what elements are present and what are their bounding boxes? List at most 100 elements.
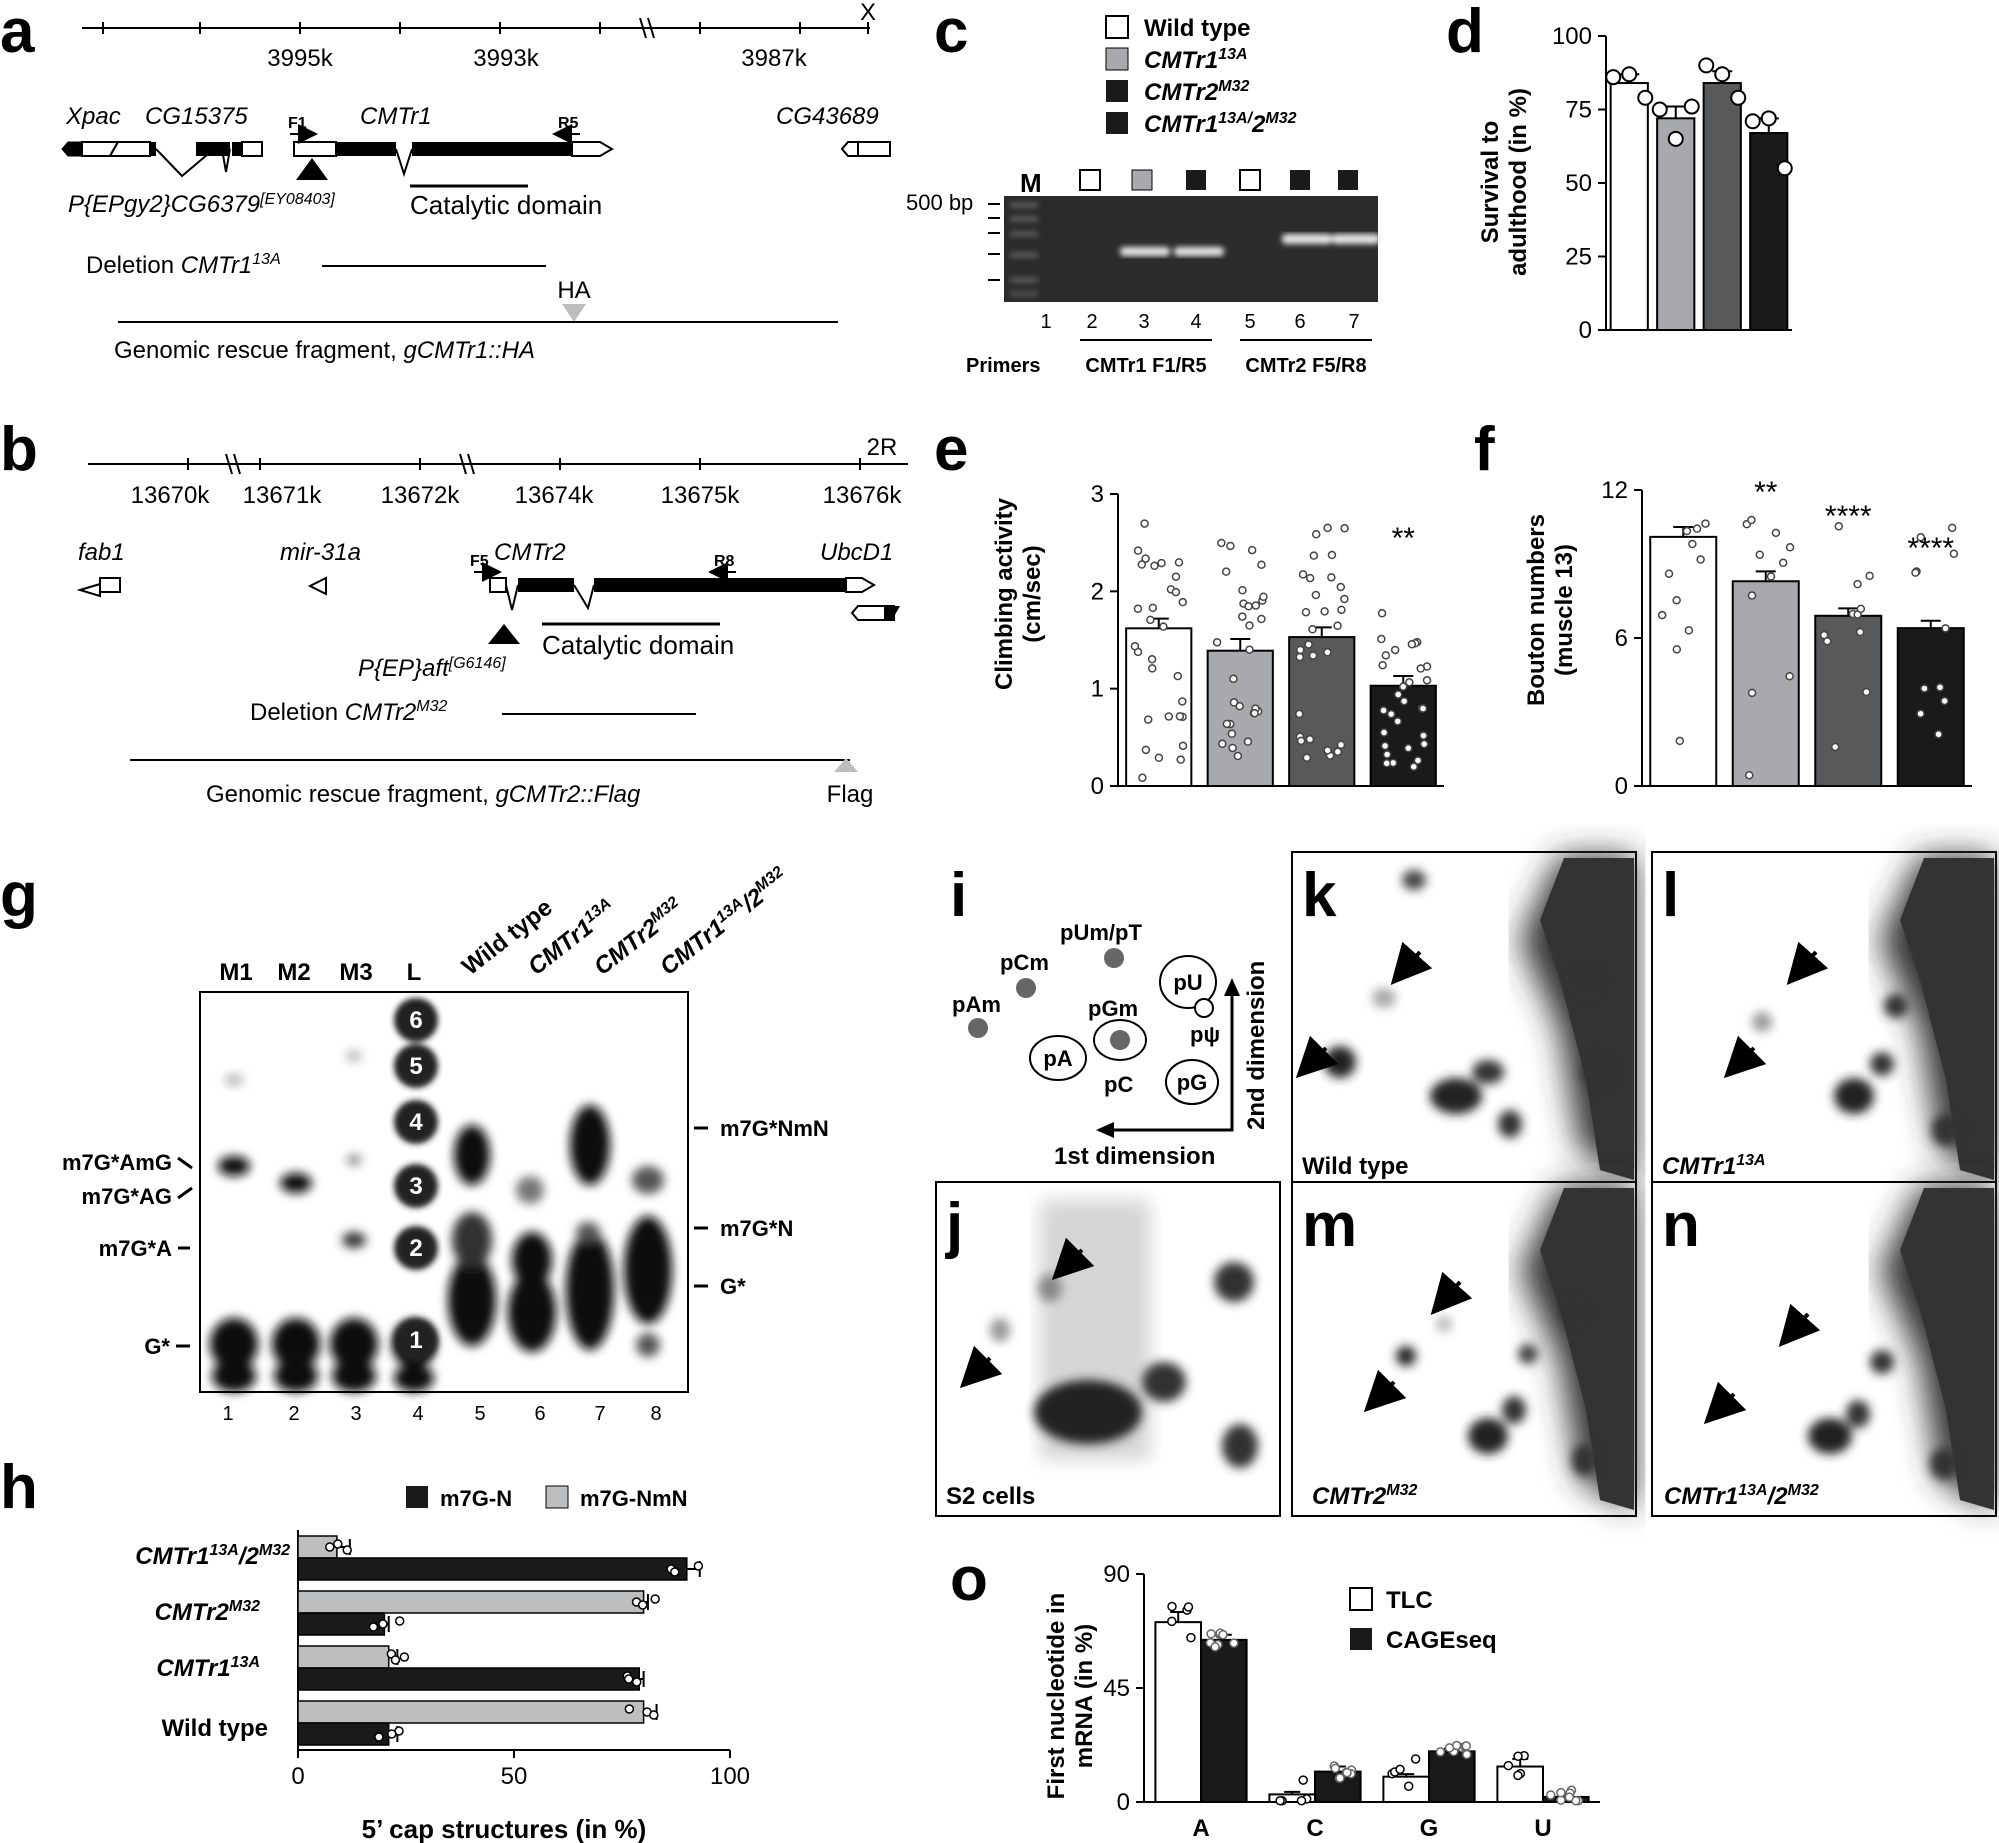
y-tick-label: 0 (1117, 1789, 1130, 1816)
genotype-legend: Wild type CMTr113A CMTr2M32 CMTr113A/2M3… (1105, 15, 1297, 138)
tlc-label-j: S2 cells (946, 1483, 1035, 1510)
data-point (1637, 89, 1654, 106)
tlc-label-l: CMTr113A (1662, 1152, 1766, 1180)
ladder-3: 3 (409, 1173, 422, 1200)
h-cat-cmtr2: CMTr2M32 (155, 1598, 260, 1626)
spot-pum: pUm/pT (1060, 920, 1142, 945)
data-point (670, 1567, 680, 1577)
data-point (342, 1545, 352, 1555)
bar (1609, 82, 1649, 332)
g-lane-6: 6 (534, 1403, 545, 1425)
g-left-m7g-ag: m7G*AG (82, 1184, 172, 1209)
data-point (1337, 605, 1346, 615)
data-point (1556, 1787, 1566, 1798)
x-tick-label: 50 (501, 1763, 528, 1790)
data-point (1444, 1743, 1455, 1753)
lane-5: 5 (1244, 311, 1255, 333)
g-right-m7g-nmn: m7G*NmN (720, 1116, 829, 1141)
data-point (1233, 751, 1243, 761)
panel-label-g: g (0, 861, 38, 930)
data-point (394, 1616, 405, 1626)
data-point (1171, 572, 1181, 581)
data-point (1393, 690, 1403, 699)
h-legend-swatch-2 (545, 1485, 569, 1509)
panel-label-j: j (945, 1191, 963, 1260)
data-point (1672, 595, 1681, 605)
data-point (1696, 555, 1705, 564)
data-point (1935, 683, 1945, 692)
axis-1st-dimension: 1st dimension (1054, 1143, 1215, 1170)
panel-label-i: i (950, 861, 967, 930)
bar (1200, 1638, 1248, 1804)
h-xlabel: 5’ cap structures (in %) (362, 1814, 647, 1843)
tick-label-3987k: 3987k (741, 45, 807, 72)
data-point (1947, 523, 1957, 533)
data-point (1667, 130, 1684, 147)
data-point (1340, 594, 1349, 604)
legend-cmtr1: CMTr113A (1144, 46, 1248, 74)
legend-double: CMTr113A/2M32 (1144, 110, 1297, 138)
data-point (1218, 1629, 1228, 1640)
data-point (1744, 113, 1761, 130)
panel-h: h m7G-N m7G-NmN CMTr113A/2M32 CMTr2M32 C… (0, 1453, 750, 1843)
ladder-4: 4 (409, 1109, 423, 1136)
data-point (390, 1655, 401, 1665)
panel-o: o First nucleotide in mRNA (in %) TLC CA… (950, 1545, 1600, 1842)
data-point (1178, 741, 1188, 751)
lane-1: 1 (1040, 311, 1051, 333)
lane-4: 4 (1190, 311, 1201, 333)
spot-pa: pA (1043, 1046, 1072, 1071)
lane-3: 3 (1138, 311, 1149, 333)
data-point (1382, 750, 1392, 759)
data-point (1853, 579, 1862, 589)
data-point (1157, 558, 1166, 568)
data-point (1175, 712, 1185, 721)
data-point (1856, 604, 1866, 614)
y-tick-label: 0 (1091, 773, 1104, 800)
data-point (1217, 538, 1226, 548)
primer-r8: R8 (714, 553, 735, 570)
primer-r5: R5 (558, 115, 579, 132)
data-point (1342, 1767, 1352, 1778)
data-point (1154, 753, 1164, 763)
data-point (1245, 645, 1254, 654)
data-point (1141, 745, 1151, 755)
gene-cg15375: CG15375 (145, 103, 248, 130)
h-cat-wildtype: Wild type (162, 1715, 268, 1742)
g-col-double: CMTr113A/2M32 (654, 863, 793, 980)
deletion-a: Deletion CMTr113A (86, 251, 281, 279)
data-point (1305, 735, 1315, 744)
data-point (1503, 1760, 1514, 1771)
bar (297, 1557, 688, 1581)
data-point (1210, 1642, 1220, 1652)
data-point (1186, 1632, 1196, 1643)
x-tick-label: 0 (291, 1763, 304, 1790)
panel-label-d: d (1446, 0, 1484, 66)
g-lane-1: 1 (222, 1403, 233, 1425)
o-ylabel-1: First nucleotide in (1043, 1593, 1070, 1800)
spot-pu: pU (1173, 970, 1202, 995)
data-point (1146, 615, 1155, 625)
data-point (1730, 89, 1747, 106)
tick-13676k: 13676k (823, 482, 903, 509)
data-point (1916, 533, 1926, 542)
data-point (1327, 573, 1336, 582)
tick-13674k: 13674k (515, 482, 595, 509)
data-point (1308, 625, 1317, 634)
data-point (1378, 660, 1387, 670)
data-point (1238, 585, 1247, 595)
data-point (1682, 526, 1692, 536)
g-left-m7g-a: m7G*A (99, 1236, 172, 1261)
panel-i: i pUm/pT pU pCm pAm pGm pA pC pG pψ 2nd … (950, 861, 1270, 1170)
bar (1428, 1750, 1476, 1804)
data-point (1295, 652, 1304, 662)
data-point (1130, 641, 1140, 651)
data-point (1379, 706, 1388, 715)
panel-g: g M1 M2 M3 L Wild type CMTr113A CMTr2M32… (0, 861, 829, 1425)
data-point (1296, 1795, 1307, 1806)
f-ylabel-1: Bouton numbers (1523, 514, 1550, 706)
bar (297, 1700, 645, 1724)
g-lane-4: 4 (412, 1403, 423, 1425)
data-point (1714, 66, 1731, 83)
data-point (1159, 622, 1168, 631)
